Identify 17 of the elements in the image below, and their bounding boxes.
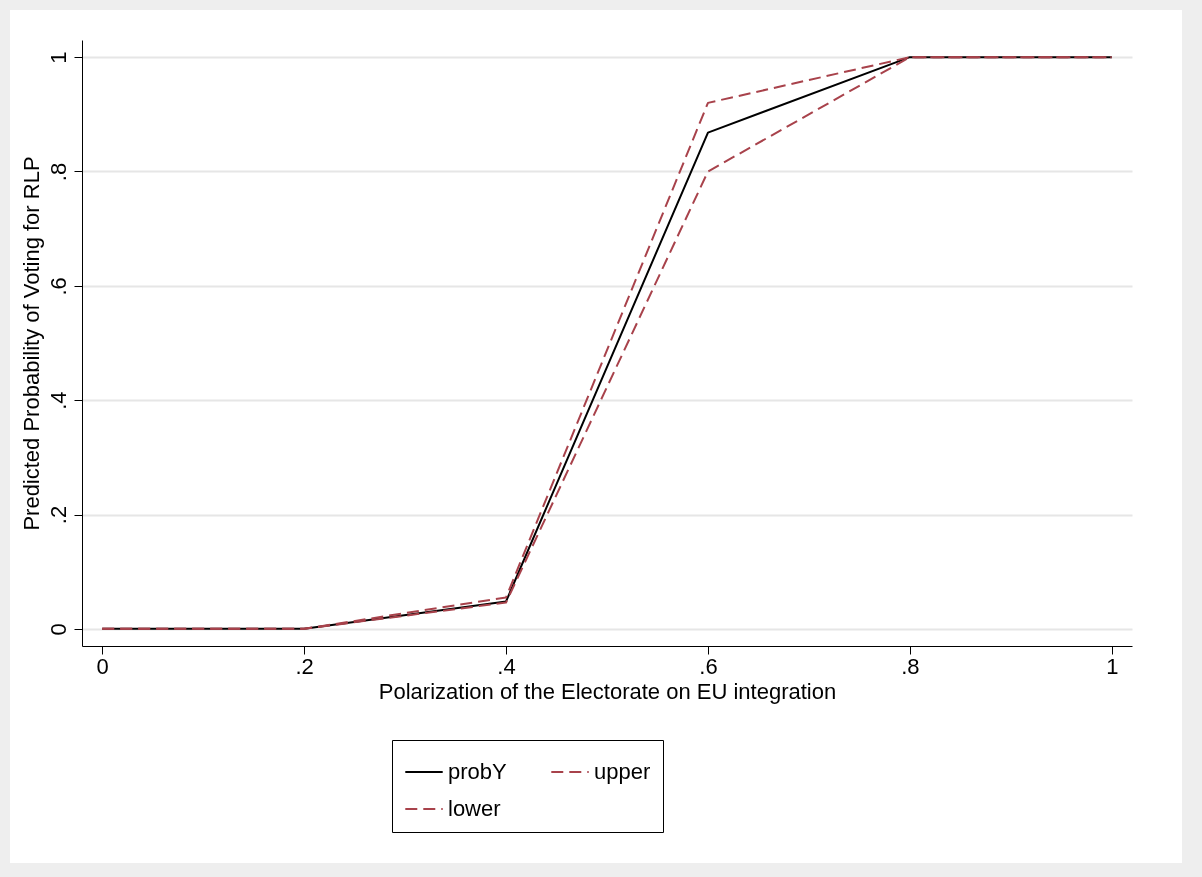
y-tick-label: .4	[45, 391, 71, 410]
y-tick-label: .8	[45, 162, 71, 182]
x-tick-label: .4	[497, 653, 516, 679]
y-tick-label: 1	[45, 51, 71, 64]
x-axis-title: Polarization of the Electorate on EU integration	[378, 678, 837, 704]
y-axis-title: Predicted Probability of Voting for RLP	[18, 156, 44, 531]
x-tick-label: .6	[699, 653, 718, 679]
legend-label: upper	[594, 759, 651, 784]
x-tick-label: .2	[295, 653, 314, 679]
legend-label: lower	[448, 796, 501, 821]
y-tick-label: .2	[45, 505, 71, 525]
legend-label: probY	[448, 759, 508, 784]
y-tick-label: 0	[45, 623, 71, 636]
x-tick-label: 0	[96, 653, 109, 679]
x-tick-label: .8	[901, 653, 920, 679]
x-tick-label: 1	[1106, 653, 1119, 679]
y-tick-label: .6	[45, 277, 71, 296]
